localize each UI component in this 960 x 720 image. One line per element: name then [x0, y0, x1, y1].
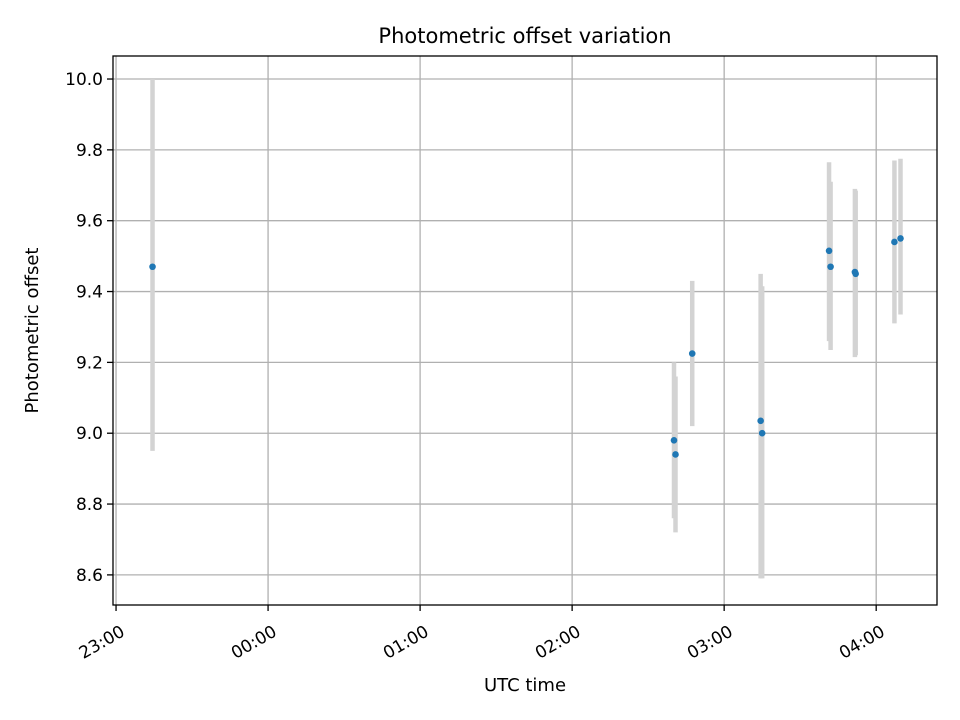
y-tick-label: 9.4 — [76, 283, 103, 303]
grid-lines — [113, 56, 937, 605]
data-point — [670, 437, 678, 444]
plot-frame — [112, 55, 938, 606]
data-point — [688, 350, 696, 357]
data-point — [757, 417, 764, 425]
data-point — [672, 451, 679, 458]
y-tick-label: 10.0 — [65, 70, 103, 90]
y-axis-title: Photometric offset — [22, 248, 43, 414]
data-points — [149, 235, 904, 458]
x-tick-label: 00:00 — [228, 622, 280, 664]
y-axis-ticks: 8.6 8.8 9.0 9.2 9.4 9.6 9.8 10.0 — [65, 70, 113, 586]
data-point — [825, 247, 833, 255]
data-point — [852, 270, 859, 278]
data-point — [827, 263, 834, 271]
data-point — [758, 429, 766, 437]
x-tick-label: 23:00 — [76, 622, 128, 664]
x-axis-title: UTC time — [484, 675, 566, 696]
y-tick-label: 8.6 — [76, 566, 103, 586]
y-tick-label: 9.0 — [76, 424, 103, 444]
y-tick-label: 9.8 — [76, 141, 103, 161]
y-tick-label: 8.8 — [76, 495, 103, 515]
x-tick-label: 03:00 — [684, 622, 736, 664]
x-tick-label: 01:00 — [380, 622, 432, 664]
data-point — [149, 263, 156, 271]
x-tick-label: 02:00 — [532, 622, 584, 664]
x-tick-label: 04:00 — [836, 622, 888, 664]
y-tick-label: 9.6 — [76, 212, 103, 232]
y-tick-label: 9.2 — [76, 353, 103, 373]
x-axis-ticks: 23:00 00:00 01:00 02:00 03:00 04:00 — [76, 605, 888, 664]
chart-title: Photometric offset variation — [378, 24, 671, 48]
data-point — [897, 235, 904, 242]
data-point — [891, 238, 898, 246]
